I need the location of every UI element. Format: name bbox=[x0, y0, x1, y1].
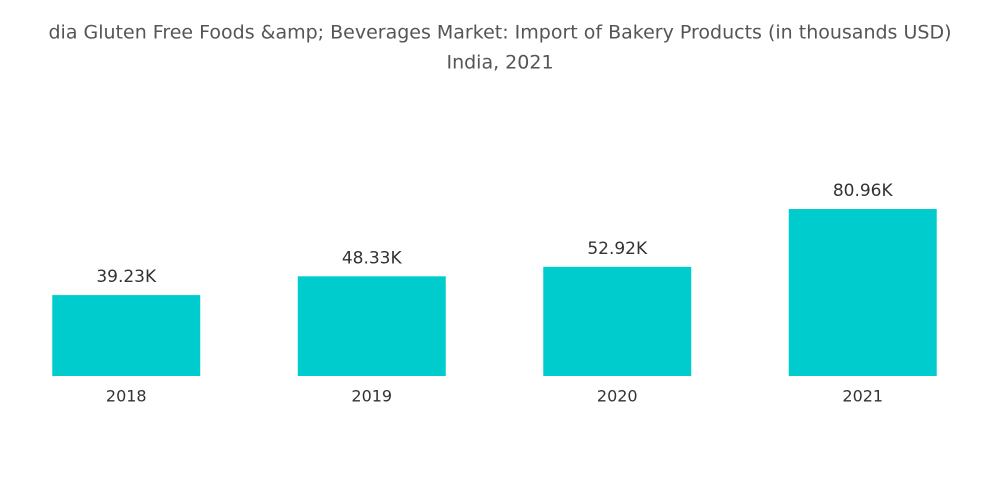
bar bbox=[788, 209, 937, 376]
value-label: 39.23K bbox=[96, 267, 157, 287]
x-tick-label: 2019 bbox=[351, 387, 392, 406]
value-label: 80.96K bbox=[833, 181, 894, 201]
bar bbox=[52, 295, 201, 376]
bar bbox=[543, 266, 692, 376]
chart-title: dia Gluten Free Foods &amp; Beverages Ma… bbox=[48, 22, 951, 44]
value-label: 52.92K bbox=[587, 239, 648, 259]
bar bbox=[297, 276, 446, 376]
x-tick-label: 2021 bbox=[842, 387, 883, 406]
value-label: 48.33K bbox=[342, 248, 403, 268]
x-tick-label: 2018 bbox=[106, 387, 147, 406]
x-tick-label: 2020 bbox=[597, 387, 638, 406]
chart-subtitle: India, 2021 bbox=[446, 52, 553, 74]
